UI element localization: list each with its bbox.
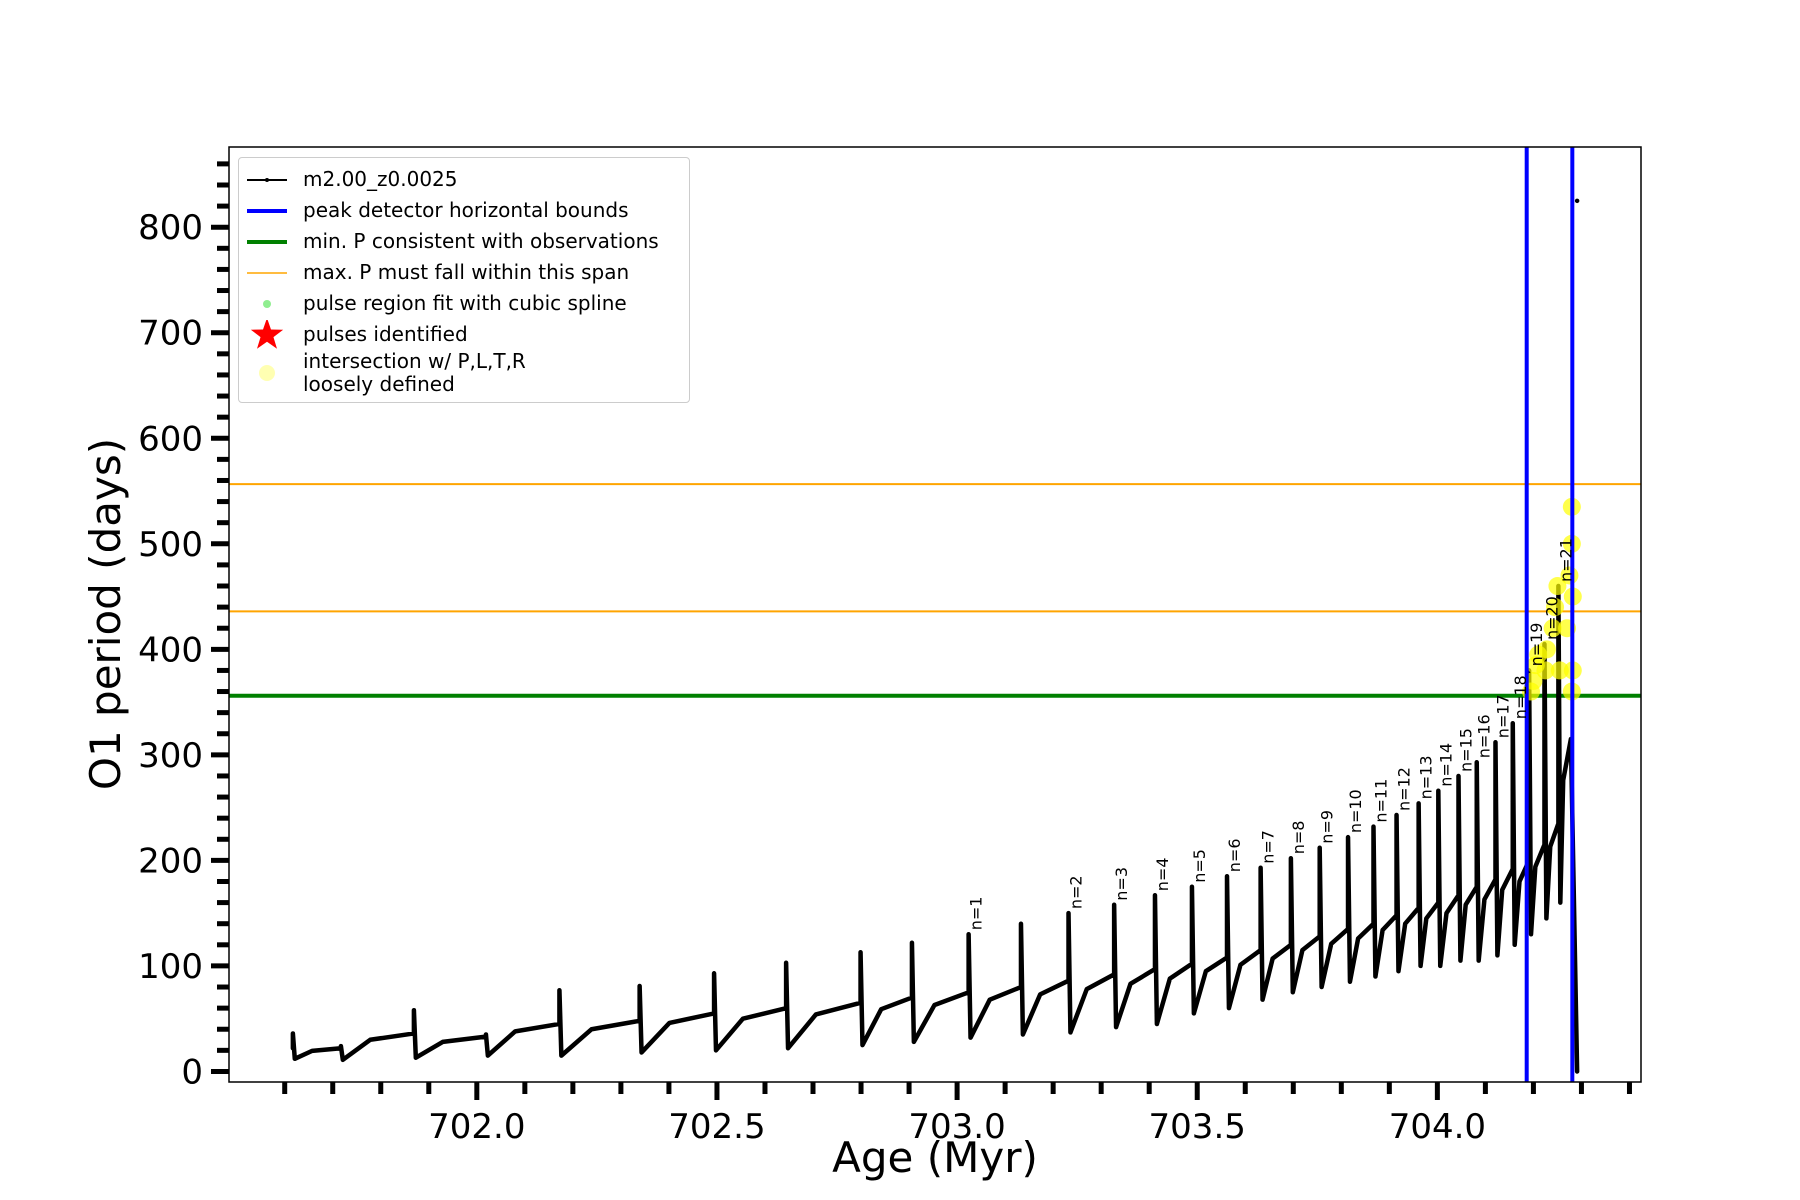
legend-label: intersection w/ P,L,T,R loosely defined — [303, 349, 526, 396]
data-line — [290, 583, 1580, 1074]
legend-label: min. P consistent with observations — [303, 229, 659, 253]
pulse-label: n=17 — [1493, 694, 1512, 738]
y-tick-label: 600 — [138, 419, 203, 459]
legend-label: pulses identified — [303, 322, 468, 346]
y-tick-label: 400 — [138, 630, 203, 670]
x-tick-label: 703.0 — [908, 1107, 1005, 1147]
pulse-label: n=1 — [967, 897, 986, 931]
pulse-label: n=20 — [1542, 596, 1561, 640]
scatter-point — [1550, 661, 1569, 680]
pulse-label: n=19 — [1527, 623, 1546, 667]
pulse-label: n=5 — [1190, 849, 1209, 883]
legend-label: pulse region fit with cubic spline — [303, 291, 627, 315]
legend-label: max. P must fall within this span — [303, 260, 630, 284]
pulse-label: n=16 — [1475, 714, 1494, 758]
legend-entry: m2.00_z0.0025 — [239, 164, 689, 195]
y-tick-label: 100 — [138, 947, 203, 987]
pulse-label: n=10 — [1346, 789, 1365, 833]
legend-icon — [247, 177, 287, 182]
legend-dot — [263, 299, 271, 308]
scatter-point — [1543, 619, 1562, 638]
pulse-label: n=2 — [1067, 875, 1086, 909]
x-tick-label: 704.0 — [1389, 1107, 1486, 1147]
legend-icon — [259, 365, 275, 381]
legend-star — [250, 319, 284, 349]
x-tick-label: 702.5 — [668, 1107, 765, 1147]
plot-area — [229, 147, 1641, 1082]
scatter-point — [1546, 598, 1565, 617]
legend-icon — [250, 319, 284, 349]
scatter-point — [1548, 577, 1567, 596]
pulse-label: n=8 — [1289, 821, 1308, 855]
plot-frame — [228, 146, 1642, 1083]
legend-entry: min. P consistent with observations — [239, 226, 689, 257]
y-tick-label: 500 — [138, 525, 203, 565]
legend-icon — [263, 299, 271, 308]
legend-entry: peak detector horizontal bounds — [239, 195, 689, 226]
x-tick-label: 702.0 — [428, 1107, 525, 1147]
pulse-label: n=9 — [1318, 810, 1337, 844]
y-tick-label: 700 — [138, 314, 203, 354]
scatter-point — [1537, 640, 1556, 659]
pulse-label: n=13 — [1417, 755, 1436, 799]
pulse-label: n=7 — [1259, 830, 1278, 864]
legend-entry: pulse region fit with cubic spline — [239, 288, 689, 319]
legend-entry: max. P must fall within this span — [239, 257, 689, 288]
scatter-point — [1536, 661, 1555, 680]
y-tick-label: 200 — [138, 841, 203, 881]
pulse-label: n=3 — [1112, 867, 1131, 901]
y-axis-label: O1 period (days) — [81, 438, 130, 790]
y-tick-label: 800 — [138, 208, 203, 248]
legend-label: m2.00_z0.0025 — [303, 167, 458, 191]
y-tick-label: 0 — [181, 1052, 203, 1092]
pulse-label: n=14 — [1436, 743, 1455, 787]
pulse-label: n=18 — [1511, 675, 1530, 719]
pulse-label: n=11 — [1371, 779, 1390, 823]
x-axis-label: Age (Myr) — [832, 1133, 1038, 1182]
legend-label: peak detector horizontal bounds — [303, 198, 629, 222]
x-tick-label: 703.5 — [1149, 1107, 1246, 1147]
legend-icon — [247, 239, 287, 244]
legend-icon — [247, 208, 287, 213]
pulse-label: n=21 — [1556, 538, 1575, 582]
pulse-label: n=4 — [1153, 857, 1172, 891]
legend-entry: intersection w/ P,L,T,R loosely defined — [239, 350, 689, 396]
legend-dot — [265, 177, 269, 182]
legend-dot — [259, 365, 275, 381]
scatter-point — [1524, 671, 1543, 690]
pulse-label: n=6 — [1225, 838, 1244, 872]
legend-icon — [247, 271, 287, 274]
y-tick-label: 300 — [138, 736, 203, 776]
legend-entry: pulses identified — [239, 319, 689, 350]
pulse-label: n=12 — [1395, 767, 1414, 811]
pulse-label: n=15 — [1456, 728, 1475, 772]
